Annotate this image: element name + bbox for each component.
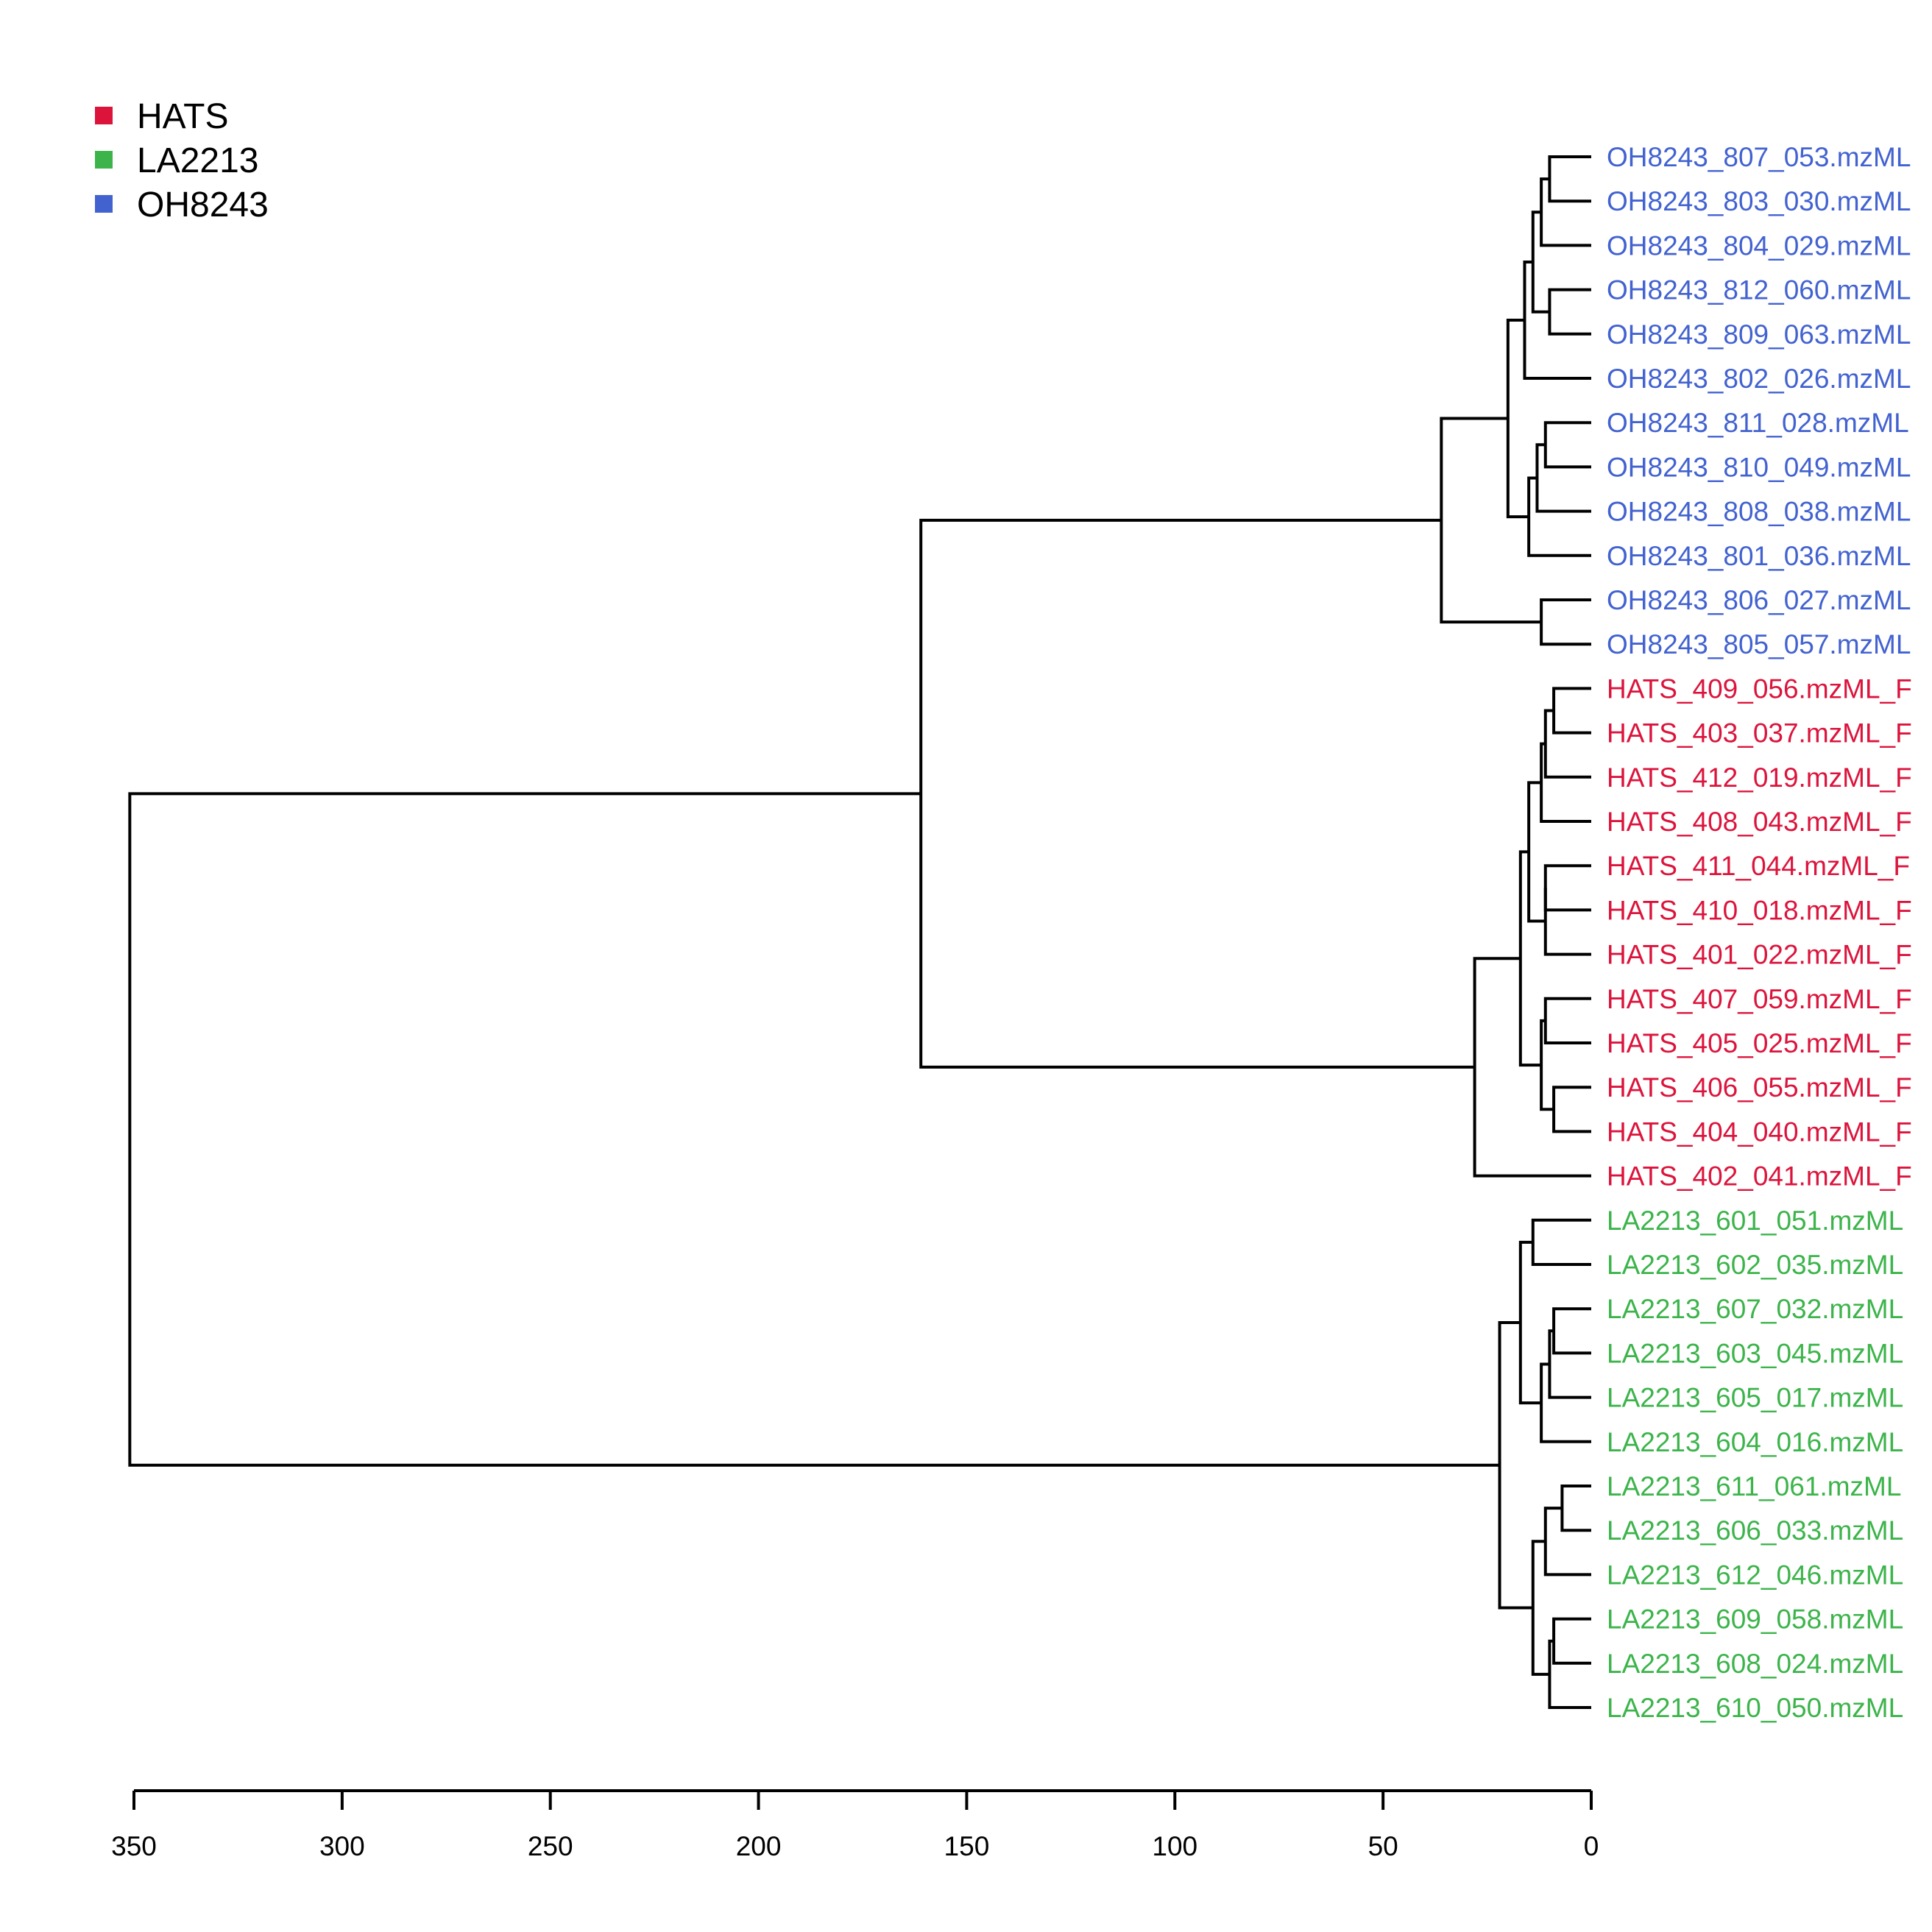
leaf-label: OH8243_811_028.mzML: [1607, 408, 1909, 438]
branch-A11: [1440, 417, 1542, 624]
x-tick-label: 350: [111, 1831, 157, 1861]
branch-A5: [1523, 260, 1591, 380]
branch-C9: [1548, 1639, 1591, 1709]
branch-A3: [1548, 288, 1591, 336]
branch-B9: [1540, 1019, 1554, 1111]
leaf-labels: OH8243_807_053.mzML OH8243_803_030.mzML OH…: [1607, 142, 1912, 1723]
leaf-label: OH8243_806_027.mzML: [1607, 585, 1911, 615]
branch-B7: [1543, 997, 1591, 1044]
leaf-label: OH8243_804_029.mzML: [1607, 230, 1911, 261]
x-tick-label: 100: [1152, 1831, 1197, 1861]
x-tick-label: 300: [319, 1831, 365, 1861]
x-tick-label: 150: [944, 1831, 990, 1861]
leaf-label: HATS_406_055.mzML_F: [1607, 1072, 1912, 1103]
leaf-label: HATS_403_037.mzML_F: [1607, 718, 1912, 749]
leaf-label: LA2213_604_016.mzML: [1607, 1427, 1903, 1457]
branch-B1: [1552, 687, 1591, 735]
leaf-label: HATS_407_059.mzML_F: [1607, 984, 1912, 1014]
leaf-label: LA2213_605_017.mzML: [1607, 1383, 1903, 1413]
legend-swatch: [95, 107, 113, 124]
leaf-label: LA2213_601_051.mzML: [1607, 1206, 1903, 1236]
branch-ROOT: [128, 792, 1500, 1467]
branch-A6: [1543, 421, 1591, 469]
leaf-label: HATS_401_022.mzML_F: [1607, 940, 1912, 970]
branch-B10: [1518, 850, 1542, 1067]
x-tick-label: 50: [1368, 1831, 1398, 1861]
dendrogram-branches: [128, 155, 1591, 1709]
leaf-label: HATS_412_019.mzML_F: [1607, 762, 1912, 793]
legend-label: OH8243: [137, 185, 269, 224]
leaf-label: OH8243_808_038.mzML: [1607, 497, 1911, 527]
leaf-label: HATS_411_044.mzML_F: [1607, 851, 1910, 881]
leaf-label: OH8243_807_053.mzML: [1607, 142, 1911, 172]
x-tick-label: 0: [1584, 1831, 1599, 1861]
leaf-label: HATS_408_043.mzML_F: [1607, 807, 1912, 837]
x-axis: 350 300 250 200 150 100 50 0: [111, 1789, 1599, 1861]
branch-A10: [1540, 598, 1591, 646]
leaf-label: OH8243_812_060.mzML: [1607, 275, 1911, 305]
leaf-label: LA2213_610_050.mzML: [1607, 1693, 1903, 1723]
leaf-label: HATS_409_056.mzML_F: [1607, 673, 1912, 704]
branch-B4: [1543, 864, 1591, 912]
leaf-label: HATS_410_018.mzML_F: [1607, 895, 1912, 925]
legend-label: LA2213: [137, 141, 259, 180]
branch-B8: [1552, 1086, 1591, 1133]
branch-A9: [1506, 318, 1529, 519]
leaf-label: HATS_405_025.mzML_F: [1607, 1028, 1912, 1058]
leaf-label: LA2213_609_058.mzML: [1607, 1604, 1903, 1635]
branch-C7: [1543, 1507, 1591, 1577]
branch-B5: [1543, 888, 1591, 956]
leaf-label: LA2213_607_032.mzML: [1607, 1294, 1903, 1324]
x-tick-label: 250: [528, 1831, 573, 1861]
leaf-label: LA2213_611_061.mzML: [1607, 1471, 1901, 1501]
leaf-label: OH8243_801_036.mzML: [1607, 541, 1911, 571]
branch-A7: [1535, 443, 1591, 513]
branch-AB: [919, 518, 1475, 1069]
branch-B11: [1473, 957, 1591, 1178]
branch-C11: [1498, 1321, 1533, 1610]
leaf-label: LA2213_606_033.mzML: [1607, 1515, 1903, 1546]
legend-swatch: [95, 195, 113, 213]
branch-C1: [1531, 1218, 1591, 1266]
branch-B3: [1540, 742, 1591, 823]
branch-C10: [1531, 1540, 1550, 1676]
leaf-label: LA2213_612_046.mzML: [1607, 1560, 1903, 1590]
leaf-label: HATS_404_040.mzML_F: [1607, 1117, 1912, 1147]
branch-C6: [1560, 1485, 1591, 1532]
branch-C3: [1548, 1329, 1591, 1399]
legend: HATS LA2213 OH8243: [95, 97, 269, 224]
x-tick-label: 200: [736, 1831, 782, 1861]
leaf-label: OH8243_810_049.mzML: [1607, 452, 1911, 482]
leaf-label: OH8243_809_063.mzML: [1607, 319, 1911, 350]
branch-C2: [1552, 1307, 1591, 1355]
leaf-label: LA2213_603_045.mzML: [1607, 1338, 1903, 1368]
legend-swatch: [95, 151, 113, 169]
leaf-label: HATS_402_041.mzML_F: [1607, 1161, 1912, 1192]
branch-C5: [1518, 1240, 1542, 1405]
leaf-label: LA2213_608_024.mzML: [1607, 1649, 1903, 1679]
leaf-label: OH8243_803_030.mzML: [1607, 186, 1911, 216]
branch-C8: [1552, 1617, 1591, 1665]
leaf-label: OH8243_802_026.mzML: [1607, 364, 1911, 394]
branch-B6: [1527, 781, 1546, 923]
legend-label: HATS: [137, 97, 228, 136]
branch-A1: [1548, 155, 1591, 203]
leaf-label: OH8243_805_057.mzML: [1607, 629, 1911, 659]
leaf-label: LA2213_602_035.mzML: [1607, 1250, 1903, 1280]
